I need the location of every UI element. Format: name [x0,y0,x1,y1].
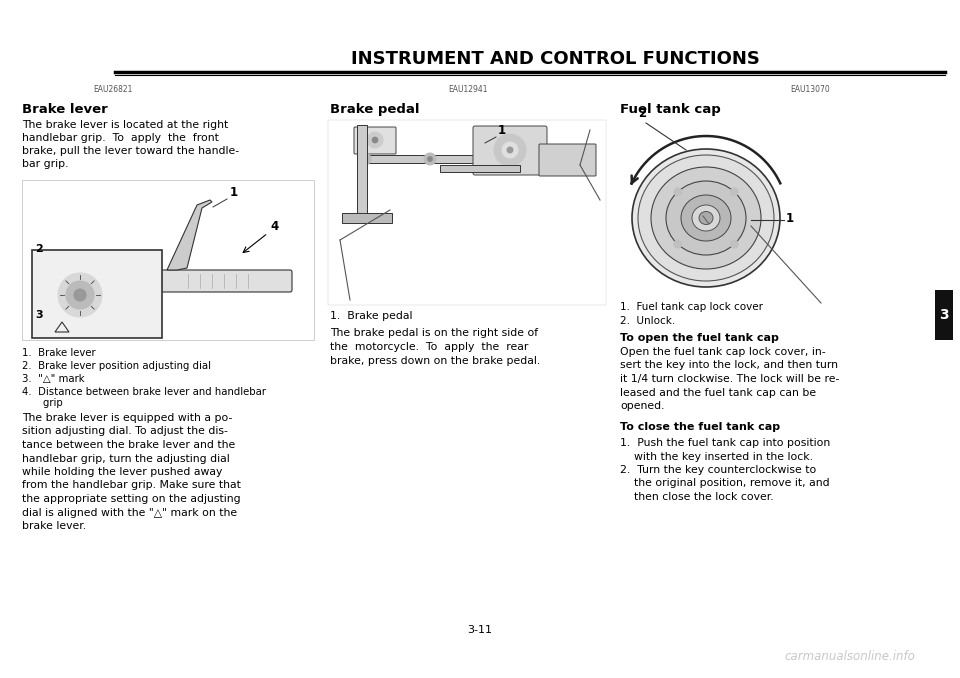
Text: 1: 1 [498,124,506,137]
Ellipse shape [692,205,720,231]
Text: The brake lever is located at the right: The brake lever is located at the right [22,120,228,130]
Circle shape [427,157,433,161]
Text: leased and the fuel tank cap can be: leased and the fuel tank cap can be [620,388,816,397]
FancyBboxPatch shape [354,127,396,154]
Text: sert the key into the lock, and then turn: sert the key into the lock, and then tur… [620,361,838,370]
Text: 1: 1 [786,212,794,224]
Text: grip: grip [30,398,62,408]
Text: dial is aligned with the "△" mark on the: dial is aligned with the "△" mark on the [22,508,237,517]
Ellipse shape [699,212,713,224]
Ellipse shape [638,155,774,281]
Circle shape [372,137,378,143]
Text: then close the lock cover.: then close the lock cover. [634,492,774,502]
Text: 3.  "△" mark: 3. "△" mark [22,374,84,384]
Circle shape [367,132,383,148]
Ellipse shape [651,167,761,269]
Text: 1.  Brake pedal: 1. Brake pedal [330,311,413,321]
Text: EAU13070: EAU13070 [790,85,829,94]
FancyBboxPatch shape [158,270,292,292]
Text: EAU26821: EAU26821 [93,85,132,94]
Text: with the key inserted in the lock.: with the key inserted in the lock. [634,452,813,462]
FancyBboxPatch shape [473,126,547,175]
Circle shape [66,281,94,309]
Text: 2.  Brake lever position adjusting dial: 2. Brake lever position adjusting dial [22,361,211,371]
Text: Brake pedal: Brake pedal [330,103,420,116]
Text: 4: 4 [270,220,278,233]
Text: The brake pedal is on the right side of: The brake pedal is on the right side of [330,328,539,338]
Text: 4.  Distance between brake lever and handlebar: 4. Distance between brake lever and hand… [22,387,266,397]
Ellipse shape [666,181,746,255]
Circle shape [507,147,513,153]
FancyBboxPatch shape [539,144,596,176]
Circle shape [424,153,436,165]
Circle shape [359,153,371,165]
Text: while holding the lever pushed away: while holding the lever pushed away [22,467,223,477]
Text: EAU12941: EAU12941 [448,85,488,94]
Text: 1.  Fuel tank cap lock cover: 1. Fuel tank cap lock cover [620,302,763,312]
Text: 2: 2 [35,244,43,254]
Circle shape [363,157,368,161]
FancyBboxPatch shape [328,120,606,305]
FancyBboxPatch shape [357,125,367,215]
Text: 3: 3 [35,310,42,320]
Text: 1.  Push the fuel tank cap into position: 1. Push the fuel tank cap into position [620,438,830,448]
Text: INSTRUMENT AND CONTROL FUNCTIONS: INSTRUMENT AND CONTROL FUNCTIONS [350,50,759,68]
Circle shape [74,289,86,301]
Text: 2.  Turn the key counterclockwise to: 2. Turn the key counterclockwise to [620,465,816,475]
FancyBboxPatch shape [22,180,314,340]
Text: handlebar grip.  To  apply  the  front: handlebar grip. To apply the front [22,133,219,143]
Text: brake, press down on the brake pedal.: brake, press down on the brake pedal. [330,356,540,366]
Circle shape [731,240,738,248]
Text: Brake lever: Brake lever [22,103,108,116]
Text: 2.  Unlock.: 2. Unlock. [620,316,675,326]
FancyBboxPatch shape [360,155,520,163]
Circle shape [731,188,738,196]
FancyBboxPatch shape [342,213,392,223]
FancyBboxPatch shape [935,290,953,340]
Text: 3-11: 3-11 [468,625,492,635]
Ellipse shape [681,195,731,241]
Text: the  motorcycle.  To  apply  the  rear: the motorcycle. To apply the rear [330,342,528,352]
Text: handlebar grip, turn the adjusting dial: handlebar grip, turn the adjusting dial [22,454,229,464]
Text: the appropriate setting on the adjusting: the appropriate setting on the adjusting [22,494,241,504]
Text: To close the fuel tank cap: To close the fuel tank cap [620,422,780,432]
Text: carmanualsonline.info: carmanualsonline.info [784,650,916,663]
Text: bar grip.: bar grip. [22,159,68,169]
Circle shape [509,153,521,165]
Circle shape [674,188,682,196]
Text: To open the fuel tank cap: To open the fuel tank cap [620,333,779,343]
Text: tance between the brake lever and the: tance between the brake lever and the [22,440,235,450]
Text: it 1/4 turn clockwise. The lock will be re-: it 1/4 turn clockwise. The lock will be … [620,374,839,384]
Text: the original position, remove it, and: the original position, remove it, and [634,479,829,489]
Circle shape [494,134,526,166]
Text: The brake lever is equipped with a po-: The brake lever is equipped with a po- [22,413,232,423]
Circle shape [513,157,517,161]
Text: brake lever.: brake lever. [22,521,86,531]
Circle shape [502,142,518,158]
Polygon shape [167,200,212,270]
FancyBboxPatch shape [440,165,520,172]
Text: Fuel tank cap: Fuel tank cap [620,103,721,116]
Text: Open the fuel tank cap lock cover, in-: Open the fuel tank cap lock cover, in- [620,347,826,357]
Text: 2: 2 [638,107,646,120]
FancyBboxPatch shape [32,250,162,338]
Text: brake, pull the lever toward the handle-: brake, pull the lever toward the handle- [22,146,239,156]
Text: 1.  Brake lever: 1. Brake lever [22,348,96,358]
Text: 3: 3 [939,308,948,322]
Text: 1: 1 [230,186,238,199]
Circle shape [58,273,102,317]
Circle shape [674,240,682,248]
Text: from the handlebar grip. Make sure that: from the handlebar grip. Make sure that [22,481,241,490]
Text: opened.: opened. [620,401,664,411]
Ellipse shape [632,149,780,287]
Text: sition adjusting dial. To adjust the dis-: sition adjusting dial. To adjust the dis… [22,426,228,437]
